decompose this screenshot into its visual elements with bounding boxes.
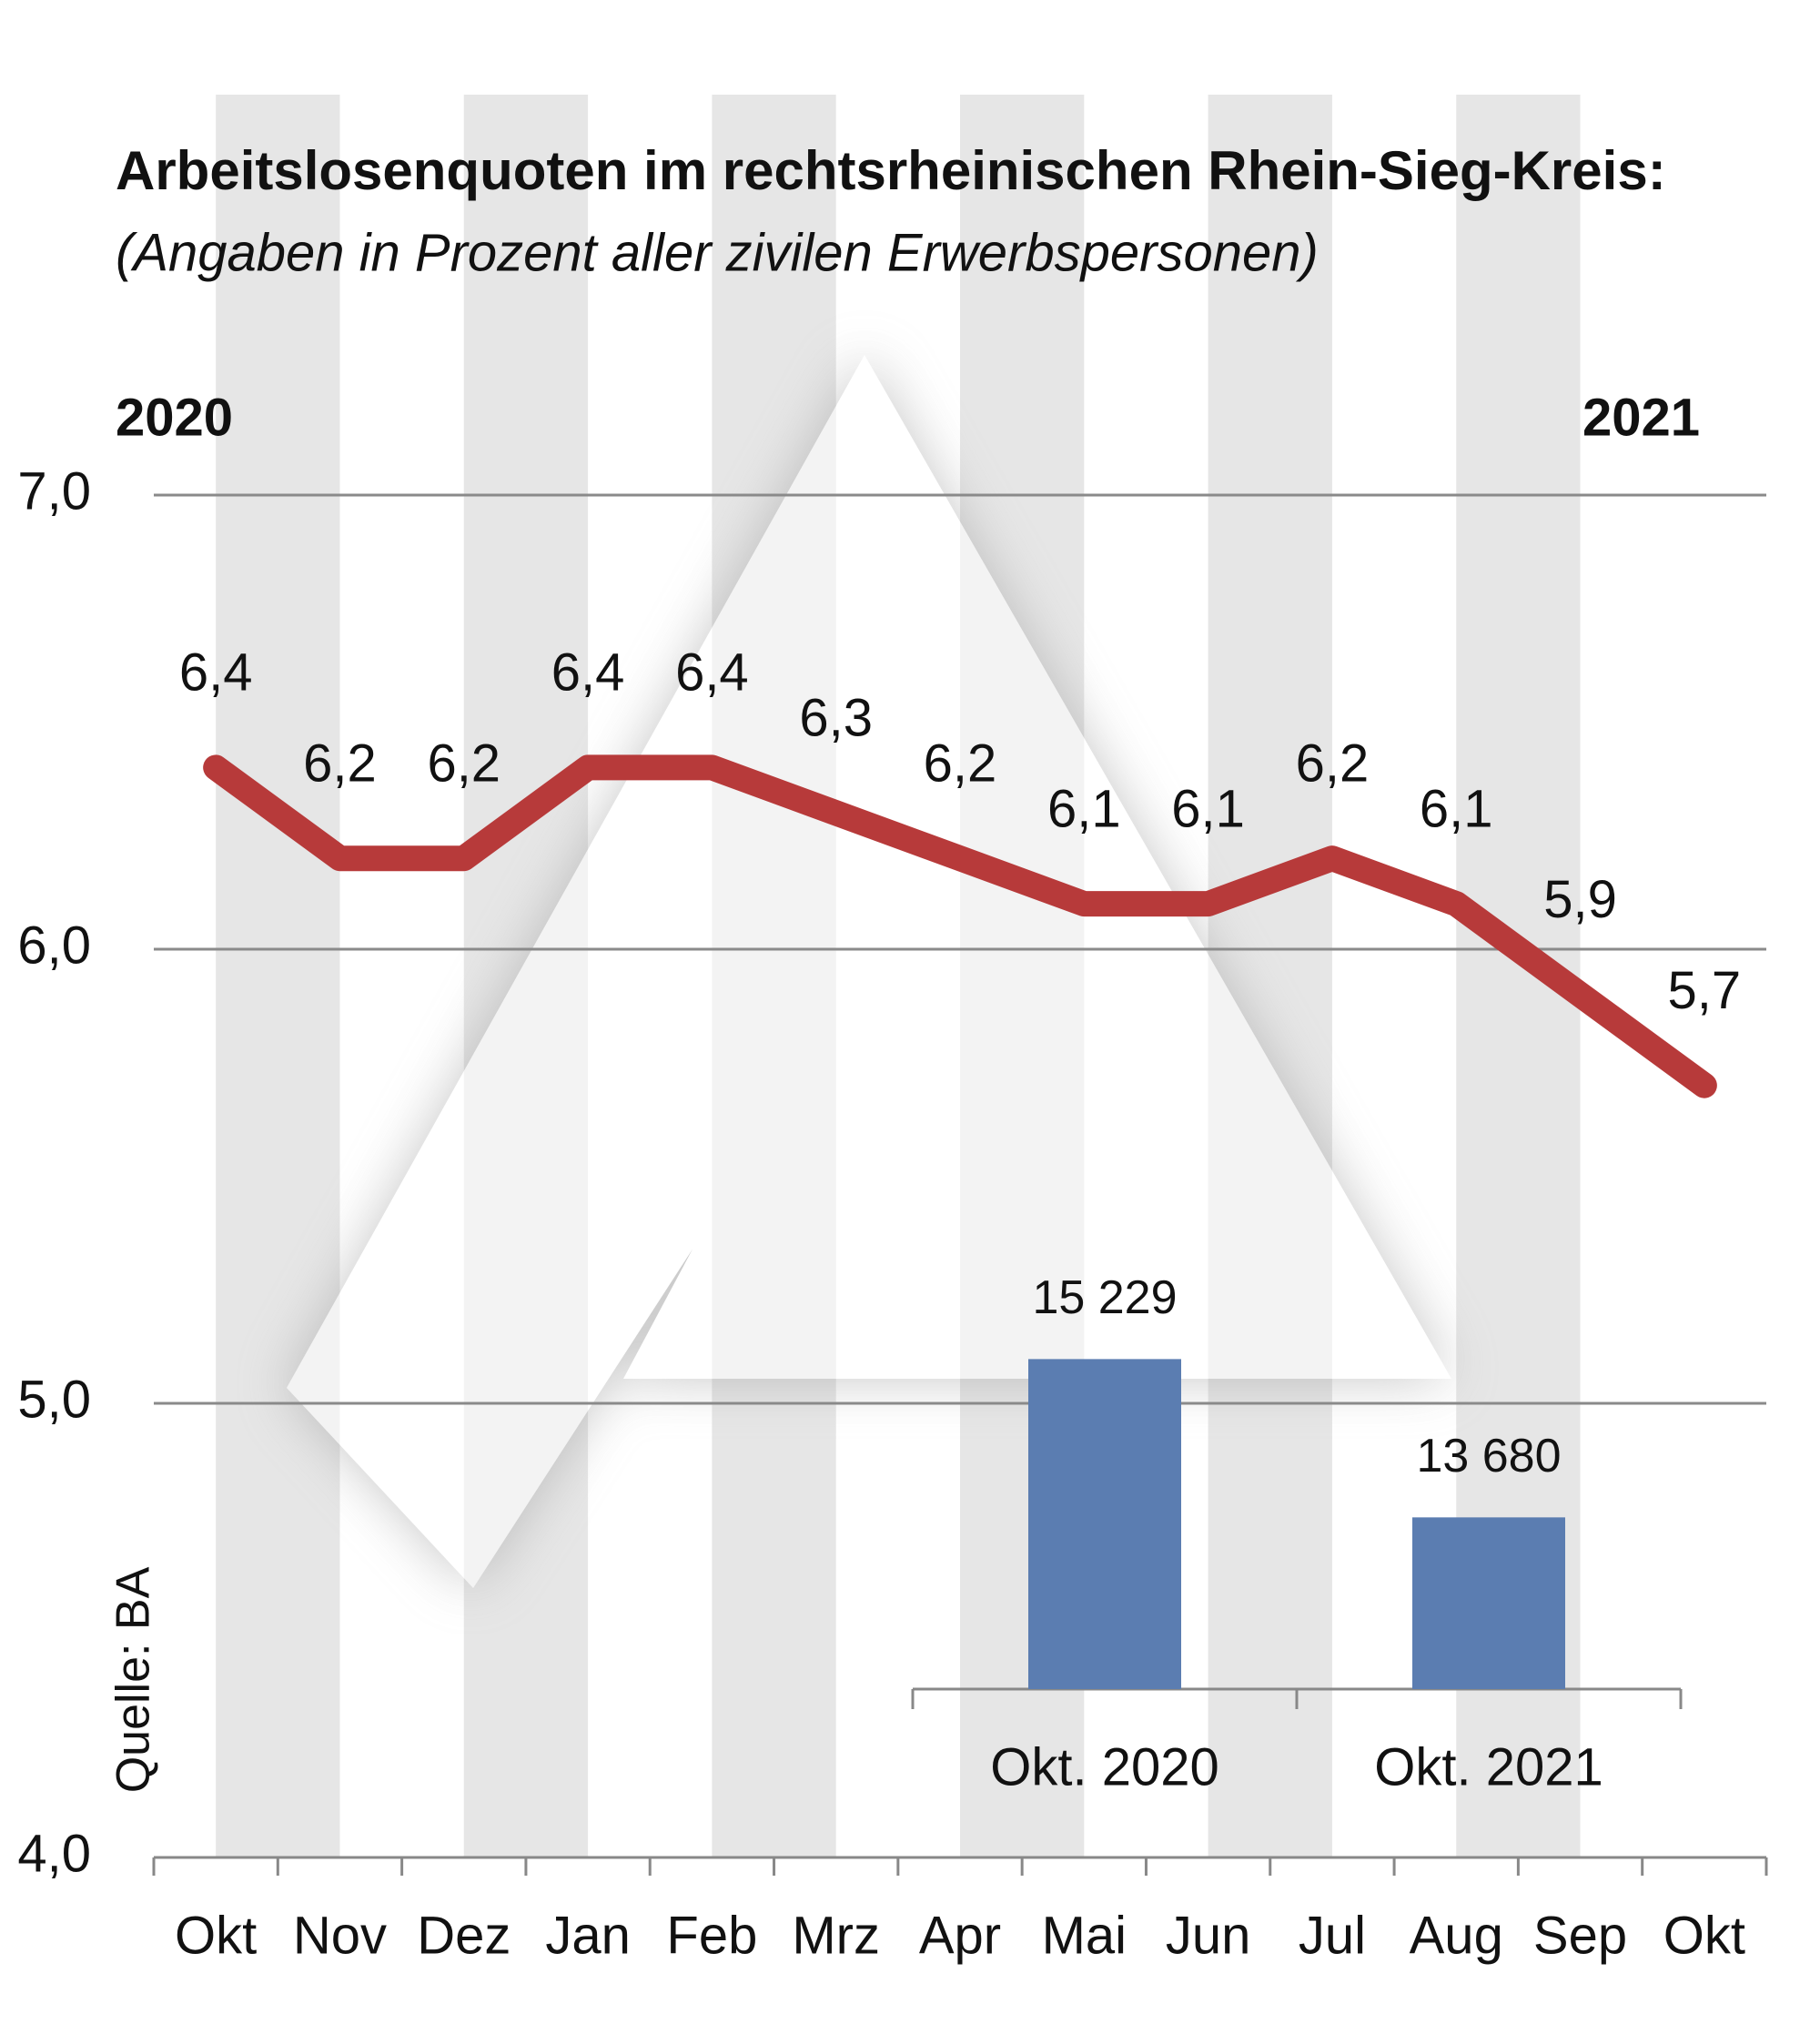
x-tick-label: Sep xyxy=(1533,1906,1627,1965)
bar-label: 13 680 xyxy=(1416,1430,1561,1482)
period-label: 2021 xyxy=(1582,388,1700,447)
y-tick-label: 6,0 xyxy=(17,916,91,975)
x-tick-label: Mai xyxy=(1042,1906,1127,1965)
y-tick-label: 4,0 xyxy=(17,1824,91,1883)
data-label: 6,1 xyxy=(1171,779,1245,838)
watermark xyxy=(287,355,1451,1588)
x-tick-label: Nov xyxy=(293,1906,387,1965)
chart-subtitle: (Angaben in Prozent aller zivilen Erwerb… xyxy=(116,223,1319,282)
x-tick-label: Okt xyxy=(1663,1906,1745,1965)
column-shade xyxy=(1208,95,1332,1857)
x-tick-label: Feb xyxy=(666,1906,757,1965)
data-label: 6,3 xyxy=(799,689,873,748)
x-tick-label: Jan xyxy=(545,1906,631,1965)
data-label: 6,2 xyxy=(924,734,997,794)
data-label: 6,2 xyxy=(303,734,377,794)
x-tick-label: Jun xyxy=(1166,1906,1251,1965)
x-tick-label: Dez xyxy=(417,1906,511,1965)
data-label: 5,7 xyxy=(1668,961,1742,1020)
watermark-shape xyxy=(287,355,1451,1588)
data-label: 6,1 xyxy=(1047,779,1121,838)
data-label: 6,4 xyxy=(179,643,253,703)
data-label: 6,2 xyxy=(427,734,500,794)
data-label: 6,2 xyxy=(1296,734,1370,794)
x-tick-label: Mrz xyxy=(792,1906,880,1965)
source: Quelle: BA xyxy=(107,1566,160,1793)
period-label: 2020 xyxy=(116,388,233,447)
data-label: 6,4 xyxy=(551,643,625,703)
inset-category-label: Okt. 2020 xyxy=(990,1737,1218,1796)
x-tick-label: Okt xyxy=(175,1906,257,1965)
column-shade xyxy=(216,95,340,1857)
data-label: 6,4 xyxy=(675,643,749,703)
x-tick-label: Aug xyxy=(1410,1906,1503,1965)
x-tick-label: Jul xyxy=(1299,1906,1366,1965)
x-tick-label: Apr xyxy=(919,1906,1001,1965)
inset-category-label: Okt. 2021 xyxy=(1374,1737,1603,1796)
y-tick-label: 7,0 xyxy=(17,461,91,521)
bar xyxy=(1028,1359,1181,1689)
bar xyxy=(1412,1517,1565,1689)
y-tick-label: 5,0 xyxy=(17,1370,91,1429)
data-label: 6,1 xyxy=(1420,779,1493,838)
chart-title: Arbeitslosenquoten im rechtsrheinischen … xyxy=(116,140,1666,201)
bar-label: 15 229 xyxy=(1032,1271,1177,1324)
data-label: 5,9 xyxy=(1543,870,1617,929)
data-line xyxy=(203,754,1717,1098)
